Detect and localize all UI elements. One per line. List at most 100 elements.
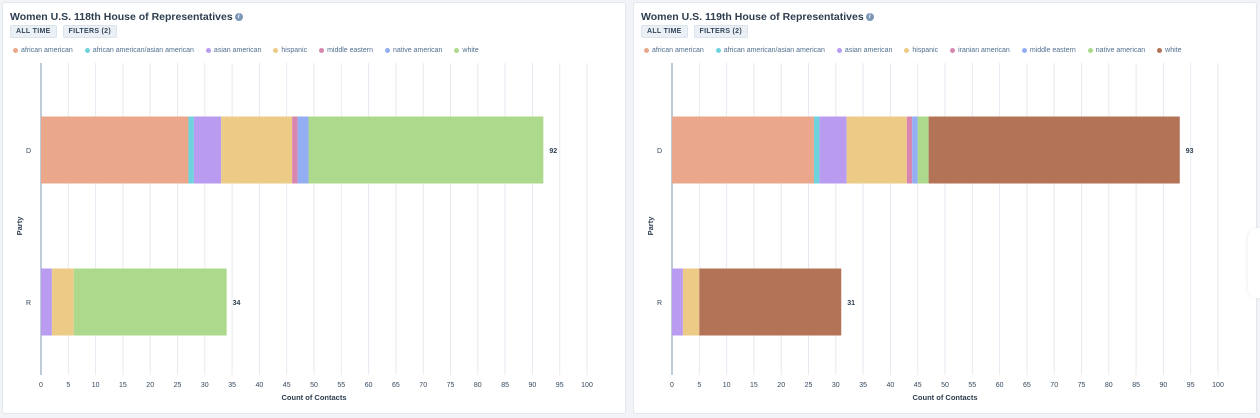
legend-label: african american [21,47,73,54]
legend-swatch [454,48,460,53]
filters-chip[interactable]: FILTERS (2) [62,25,117,38]
bar-segment[interactable] [672,116,814,184]
legend-item[interactable]: african american [13,47,73,54]
info-icon[interactable]: i [234,13,243,21]
legend-item[interactable]: white [1157,47,1182,54]
bar-segment[interactable] [682,268,700,336]
bar-total-label: 93 [1186,148,1194,155]
legend-swatch [319,48,325,53]
x-tick-label: 45 [283,382,291,389]
x-tick-label: 80 [1105,382,1113,389]
stacked-bar-chart: 0 5 10 15 20 25 30 35 40 45 50 55 60 65 70 75 80 85 90 95 10… [15,63,593,402]
legend-label: asian american [844,47,893,54]
x-tick-label: 35 [859,382,867,389]
legend-item[interactable]: middle eastern [319,47,373,54]
bar-segment[interactable] [292,116,298,184]
legend-item[interactable]: white [454,47,479,54]
bar-segment[interactable] [188,116,194,184]
legend-item[interactable]: asian american [836,47,893,54]
legend-swatch [1157,48,1163,53]
x-tick-label: 90 [1160,382,1168,389]
card-title: Women U.S. 119th House of Representative… [641,11,874,23]
y-category-label: R [26,300,31,307]
legend-item[interactable]: african american [644,47,704,54]
legend-swatch [385,48,390,53]
legend-label: iranian american [958,47,1010,54]
legend-item[interactable]: asian american [205,47,262,54]
x-tick-label: 50 [310,382,318,389]
x-tick-label: 60 [996,382,1004,389]
x-tick-label: 50 [941,382,949,389]
legend-item[interactable]: native american [385,47,442,54]
legend-item[interactable]: hispanic [904,47,938,54]
x-tick-label: 85 [1132,382,1140,389]
x-tick-label: 65 [1023,382,1031,389]
x-tick-label: 20 [777,382,785,389]
legend-swatch [1021,48,1027,53]
legend-label: hispanic [912,47,939,54]
legend-swatch [715,48,721,53]
bar-segment[interactable] [221,116,293,184]
legend-label: hispanic [281,47,308,54]
x-tick-label: 5 [697,382,701,389]
bar-segment[interactable] [308,116,544,184]
x-tick-label: 45 [914,382,922,389]
legend-swatch [1087,48,1093,53]
x-tick-label: 15 [119,382,127,389]
legend-label: native american [1095,47,1146,54]
x-tick-label: 5 [66,382,70,389]
x-tick-label: 100 [581,382,593,389]
legend-item[interactable]: african american/asian american [715,47,825,54]
x-tick-label: 95 [1187,382,1195,389]
bar-segment[interactable] [928,116,1180,184]
chart-card-118: Women U.S. 118th House of Representative… [2,2,626,414]
legend-item[interactable]: african american/asian american [84,47,194,54]
legend-label: asian american [213,47,262,54]
x-tick-label: 35 [228,382,236,389]
y-category-label: D [26,148,31,155]
x-tick-label: 70 [419,382,427,389]
y-category-label: R [657,300,662,307]
bar-segment[interactable] [672,268,683,336]
legend-item[interactable]: iranian american [950,47,1010,54]
bar-total-label: 31 [847,300,855,307]
info-icon[interactable]: i [865,13,874,21]
bar-segment[interactable] [51,268,74,336]
y-category-label: D [657,148,662,155]
filters-chip[interactable]: FILTERS (2) [693,25,748,38]
legend-item[interactable]: middle eastern [1021,47,1076,54]
bar-segment[interactable] [193,116,222,184]
chart-card-119: Women U.S. 119th House of Representative… [633,2,1260,414]
card-title-text: Women U.S. 118th House of Representative… [10,11,233,23]
legend-item[interactable]: native american [1087,47,1146,54]
bar-segment[interactable] [846,116,907,184]
bar-segment[interactable] [912,116,918,184]
bar-segment[interactable] [813,116,820,184]
bar-segment[interactable] [917,116,929,184]
x-tick-label: 55 [968,382,976,389]
bar-segment[interactable] [41,268,52,336]
x-tick-label: 75 [1078,382,1086,389]
bar-segment[interactable] [699,268,842,336]
legend-swatch [273,48,279,53]
date-range-chip[interactable]: ALL TIME [10,25,57,38]
x-tick-label: 75 [447,382,455,389]
bar-total-label: 34 [233,300,241,307]
x-tick-label: 100 [1212,382,1224,389]
x-axis-title: Count of Contacts [913,393,978,402]
x-tick-label: 60 [365,382,373,389]
legend-item[interactable]: hispanic [273,47,307,54]
legend-swatch [836,48,842,53]
x-tick-label: 20 [146,382,154,389]
bar-segment[interactable] [41,116,189,184]
bar-segment[interactable] [297,116,309,184]
legend-swatch [950,48,956,53]
bar-segment[interactable] [819,116,847,184]
legend-swatch [205,48,211,53]
x-tick-label: 85 [501,382,509,389]
bar-segment[interactable] [73,268,227,336]
bar-segment[interactable] [906,116,913,184]
chart-legend: african american african american/asian a… [13,47,479,54]
date-range-chip[interactable]: ALL TIME [641,25,688,38]
x-tick-label: 55 [337,382,345,389]
